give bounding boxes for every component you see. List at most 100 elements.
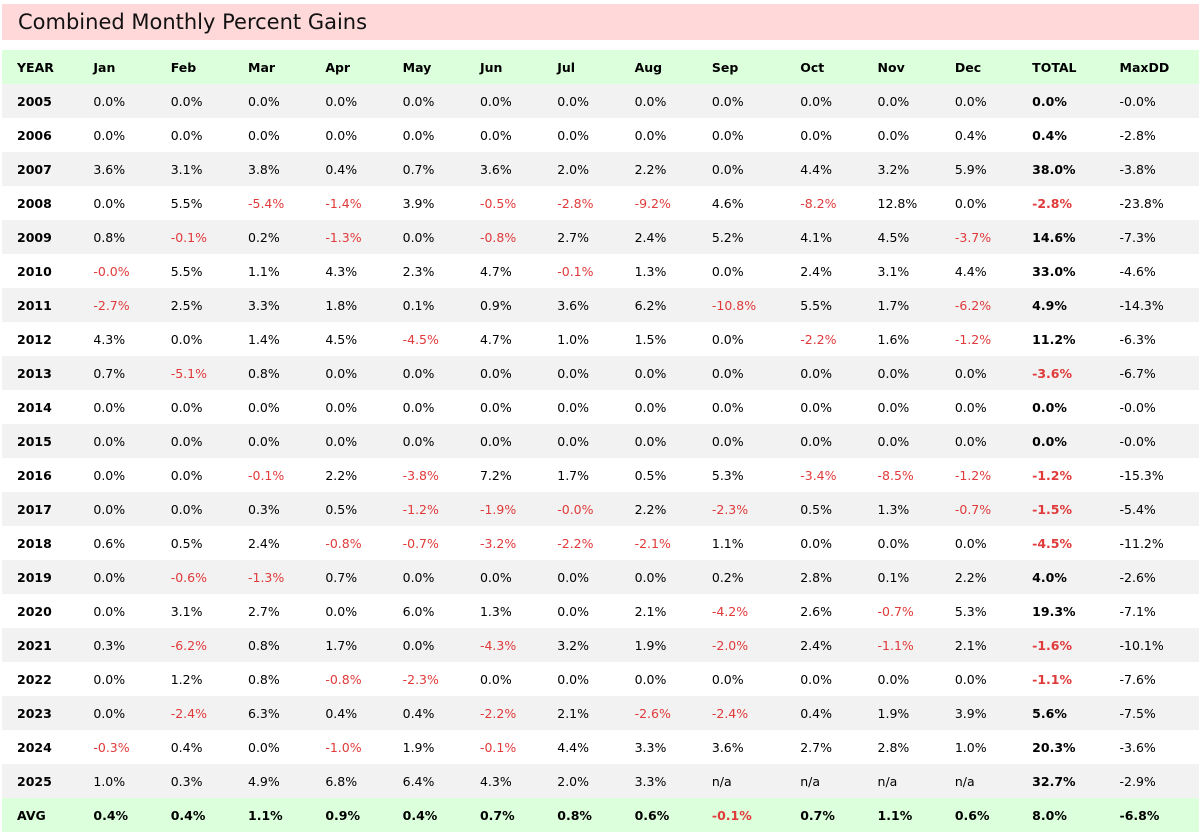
maxdd-cell: -6.3%	[1119, 331, 1156, 347]
total-cell: 0.0%	[1032, 399, 1067, 415]
month-cell-mar: 0.2%	[248, 229, 280, 245]
month-cell-oct: 4.4%	[800, 161, 832, 177]
year-cell: 2005	[17, 93, 52, 109]
month-cell-feb: -2.4%	[170, 705, 207, 721]
table-row: 2015 0.0% 0.0% 0.0% 0.0% 0.0% 0.0% 0.0% 0.0% 0.0%…	[2, 424, 1199, 458]
month-cell-jul: 2.7%	[557, 229, 590, 245]
maxdd-cell: -7.1%	[1119, 603, 1156, 619]
year-cell: 2014	[17, 399, 52, 415]
table-header-row: YEAR Jan Feb Mar Apr May Jun Jul Aug Sep Oct Nov Dec…	[2, 50, 1199, 84]
month-cell-aug: 0.0%	[634, 365, 667, 381]
month-cell-jul: 1.7%	[557, 467, 590, 483]
month-cell-may: 0.0%	[402, 365, 435, 381]
month-cell-feb: 0.3%	[170, 773, 203, 789]
month-cell-oct: 0.0%	[800, 671, 832, 687]
month-cell-sep: 4.6%	[711, 195, 744, 211]
total-cell: -2.8%	[1032, 195, 1073, 211]
year-cell: 2011	[17, 297, 52, 313]
month-cell-mar: -1.3%	[248, 569, 285, 585]
month-cell-jan: 0.0%	[93, 127, 126, 143]
total-cell: 32.7%	[1032, 773, 1076, 789]
month-cell-jan: 0.6%	[93, 535, 126, 551]
month-cell-mar: 0.0%	[248, 93, 280, 109]
month-cell-aug: 2.2%	[634, 161, 667, 177]
month-cell-jul: 0.0%	[557, 671, 590, 687]
month-cell-mar: 0.8%	[248, 671, 280, 687]
month-cell-feb: -6.2%	[170, 637, 207, 653]
year-cell: 2015	[17, 433, 52, 449]
month-cell-oct: 0.0%	[800, 399, 832, 415]
month-cell-apr: 6.8%	[325, 773, 358, 789]
column-header-feb: Feb	[170, 59, 197, 75]
month-cell-mar: 0.0%	[248, 739, 280, 755]
column-header-aug: Aug	[634, 59, 663, 75]
month-cell-jun: 0.0%	[479, 399, 512, 415]
month-cell-oct: 2.4%	[800, 263, 832, 279]
month-cell-nov: 1.3%	[877, 501, 910, 517]
month-cell-oct: -3.4%	[800, 467, 837, 483]
month-cell-jan: 0.4%	[93, 807, 129, 823]
month-cell-sep: n/a	[711, 773, 732, 789]
month-cell-dec: 0.4%	[954, 127, 987, 143]
month-cell-jan: -0.3%	[93, 739, 130, 755]
month-cell-mar: 2.4%	[248, 535, 280, 551]
month-cell-jun: 0.7%	[479, 807, 515, 823]
year-cell: 2009	[17, 229, 52, 245]
total-cell: 11.2%	[1032, 331, 1076, 347]
month-cell-sep: 0.0%	[711, 127, 744, 143]
month-cell-mar: 1.1%	[248, 807, 283, 823]
month-cell-jan: 0.0%	[93, 569, 126, 585]
month-cell-apr: 0.0%	[325, 399, 358, 415]
month-cell-dec: 0.0%	[954, 399, 987, 415]
month-cell-sep: 0.0%	[711, 331, 744, 347]
month-cell-may: 0.0%	[402, 229, 435, 245]
month-cell-dec: 0.0%	[954, 535, 987, 551]
column-header-oct: Oct	[800, 59, 825, 75]
month-cell-nov: 1.1%	[877, 807, 913, 823]
month-cell-aug: 0.0%	[634, 433, 667, 449]
total-cell: 4.0%	[1032, 569, 1067, 585]
month-cell-nov: -8.5%	[877, 467, 914, 483]
month-cell-jan: 4.3%	[93, 331, 126, 347]
month-cell-mar: 2.7%	[248, 603, 280, 619]
total-cell: 5.6%	[1032, 705, 1067, 721]
month-cell-jan: 0.0%	[93, 399, 126, 415]
month-cell-may: -4.5%	[402, 331, 439, 347]
month-cell-aug: 0.0%	[634, 671, 667, 687]
month-cell-feb: -5.1%	[170, 365, 207, 381]
total-cell: 19.3%	[1032, 603, 1076, 619]
month-cell-nov: 0.0%	[877, 93, 910, 109]
month-cell-jan: 0.7%	[93, 365, 126, 381]
table-row: 2014 0.0% 0.0% 0.0% 0.0% 0.0% 0.0% 0.0% 0.0% 0.0%…	[2, 390, 1199, 424]
month-cell-jul: 0.0%	[557, 399, 590, 415]
month-cell-aug: 0.0%	[634, 93, 667, 109]
month-cell-sep: 5.2%	[711, 229, 744, 245]
month-cell-may: 1.9%	[402, 739, 435, 755]
month-cell-apr: 0.5%	[325, 501, 358, 517]
table-row: 2009 0.8% -0.1% 0.2% -1.3% 0.0% -0.8% 2.7% 2.4% 5…	[2, 220, 1199, 254]
maxdd-cell: -6.7%	[1119, 365, 1156, 381]
month-cell-apr: -1.0%	[325, 739, 362, 755]
year-cell: 2019	[17, 569, 52, 585]
column-header-jun: Jun	[479, 59, 503, 75]
table-row: 2018 0.6% 0.5% 2.4% -0.8% -0.7% -3.2% -2.2% -2.1…	[2, 526, 1199, 560]
month-cell-dec: 0.0%	[954, 671, 987, 687]
month-cell-dec: 2.2%	[954, 569, 987, 585]
month-cell-feb: -0.6%	[170, 569, 207, 585]
maxdd-cell: -0.0%	[1119, 399, 1156, 415]
month-cell-oct: 5.5%	[800, 297, 832, 313]
month-cell-mar: 0.3%	[248, 501, 280, 517]
month-cell-jul: 2.0%	[557, 161, 590, 177]
month-cell-feb: 0.0%	[170, 433, 203, 449]
maxdd-cell: -4.6%	[1119, 263, 1156, 279]
month-cell-aug: 0.5%	[634, 467, 667, 483]
month-cell-sep: -2.4%	[711, 705, 749, 721]
month-cell-oct: 0.0%	[800, 433, 832, 449]
maxdd-cell: -14.3%	[1119, 297, 1164, 313]
maxdd-cell: -2.9%	[1119, 773, 1156, 789]
maxdd-cell: -6.8%	[1119, 807, 1160, 823]
maxdd-cell: -23.8%	[1119, 195, 1164, 211]
month-cell-jul: -0.0%	[557, 501, 594, 517]
table-row: 2022 0.0% 1.2% 0.8% -0.8% -2.3% 0.0% 0.0% 0.0% 0.…	[2, 662, 1199, 696]
maxdd-cell: -7.6%	[1119, 671, 1156, 687]
